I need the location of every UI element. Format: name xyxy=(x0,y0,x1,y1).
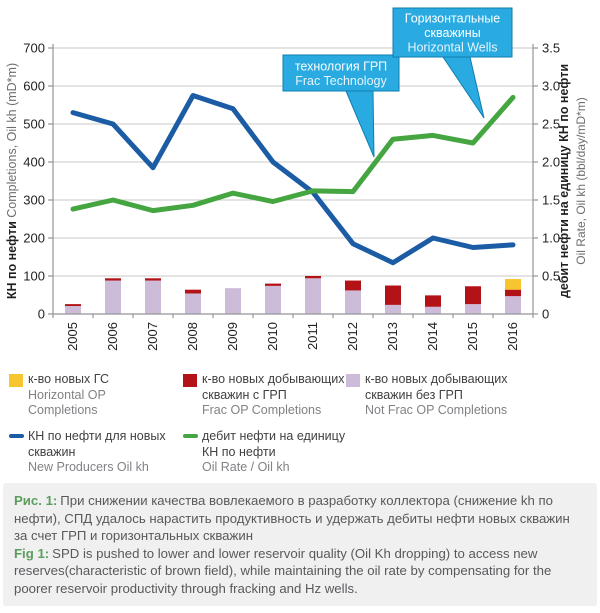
line-new-producers-oil-kh xyxy=(70,93,516,266)
right-axis-title-ru: дебит нефти на единицу КН по нефти xyxy=(557,64,571,298)
right-axis-tick-label: 1.0 xyxy=(542,231,560,246)
bar-segment xyxy=(505,279,521,290)
bar-segment xyxy=(265,285,281,314)
legend-label-en: Frac OP Completions xyxy=(202,403,322,417)
bar-segment xyxy=(305,276,321,279)
bar-segment xyxy=(425,306,441,314)
bar-segment xyxy=(105,280,121,314)
left-axis-tick-label: 200 xyxy=(23,231,45,246)
left-axis-tick-label: 600 xyxy=(23,79,45,94)
bar-segment xyxy=(145,280,161,314)
legend-item-frac-op: к-во новых добывающих скважин с ГРП Frac… xyxy=(183,372,352,419)
x-axis-year-label: 2005 xyxy=(65,322,80,351)
legend-label-ru: КН по нефти для новых скважин xyxy=(28,429,166,459)
legend-label-en: Horizontal OP Completions xyxy=(28,387,106,418)
legend-label-ru: к-во новых добывающих скважин с ГРП xyxy=(202,372,345,402)
left-axis-tick-label: 400 xyxy=(23,155,45,170)
bar-segment xyxy=(385,285,401,305)
line-oil-rate-per-oil-kh xyxy=(70,94,516,214)
legend-item-not-frac-op: к-во новых добывающих скважин без ГРП No… xyxy=(346,372,525,419)
x-axis-year-label: 2013 xyxy=(385,322,400,351)
bar-segment xyxy=(65,304,81,307)
right-axis-tick-label: 0 xyxy=(542,307,549,322)
legend-label-ru: к-во новых ГС xyxy=(28,372,109,386)
callout-tail xyxy=(345,90,375,158)
left-axis-tick-label: 300 xyxy=(23,193,45,208)
legend-item-new-producers: КН по нефти для новых скважин New Produc… xyxy=(9,429,178,476)
combo-chart: 0 100 200 300 400 500 600 700 0 0.5 1.0 1.5 2.0 2.5 3.… xyxy=(5,7,588,351)
caption-label-en: Fig 1: xyxy=(14,545,50,561)
legend-label-ru: к-во новых добывающих скважин без ГРП xyxy=(365,372,508,402)
legend-label-en: New Producers Oil kh xyxy=(28,460,149,474)
callout-tail xyxy=(442,56,485,119)
right-axis-title-en: Oil Rate, Oil kh (bbl/day/mD*m) xyxy=(574,97,588,264)
bar-segment xyxy=(105,278,121,281)
bar-segment xyxy=(225,288,241,314)
bar-segment xyxy=(305,278,321,314)
legend-swatch-green-line xyxy=(183,434,198,438)
right-axis-tick-label: 2.5 xyxy=(542,117,560,132)
left-axis-tick-label: 500 xyxy=(23,117,45,132)
bar-segment xyxy=(505,289,521,297)
legend-item-horizontal-op: к-во новых ГС Horizontal OP Completions xyxy=(9,372,176,419)
bar-segment xyxy=(185,293,201,314)
callout-text-ru: скважины xyxy=(424,26,480,40)
caption-label-ru: Рис. 1: xyxy=(14,493,58,508)
caption-ru: Рис. 1: При снижении качества вовлекаемог… xyxy=(14,492,586,545)
x-axis-year-label: 2010 xyxy=(265,322,280,351)
bar-segment xyxy=(345,280,361,291)
right-axis-tick-label: 0.5 xyxy=(542,269,560,284)
caption-text-ru: При снижении качества вовлекаемого в раз… xyxy=(14,493,570,544)
x-axis-year-label: 2008 xyxy=(185,322,200,351)
legend-swatch-yellow xyxy=(9,374,23,387)
left-axis-title: КН по нефти Completions, Oil kh (mD*m) xyxy=(5,63,19,299)
x-axis-year-label: 2016 xyxy=(505,322,520,351)
legend-label-en: Oil Rate / Oil kh xyxy=(202,460,290,474)
figure-caption: Рис. 1: При снижении качества вовлекаемог… xyxy=(3,483,597,606)
callout-text-ru: Горизонтальные xyxy=(405,12,500,26)
x-axis-year-label: 2007 xyxy=(145,322,160,351)
bar-segment xyxy=(345,290,361,314)
left-axis-tick-label: 700 xyxy=(23,41,45,56)
caption-en: Fig 1: SPD is pushed to lower and lower r… xyxy=(14,545,586,598)
callout-text-en: Frac Technology xyxy=(295,74,387,88)
legend-swatch-lavender xyxy=(346,374,360,387)
x-axis-year-label: 2015 xyxy=(465,322,480,351)
x-axis-year-label: 2011 xyxy=(305,322,320,350)
x-axis-year-label: 2014 xyxy=(425,322,440,351)
bar-segment xyxy=(425,295,441,307)
x-axis-year-label: 2012 xyxy=(345,322,360,351)
bar-segment xyxy=(505,296,521,314)
bar-segment xyxy=(265,283,281,286)
x-axis-year-label: 2006 xyxy=(105,322,120,351)
legend-label-ru: дебит нефти на единицу КН по нефти xyxy=(202,429,346,459)
bar-segment xyxy=(65,306,81,314)
bar-segment xyxy=(465,286,481,305)
right-axis-tick-label: 1.5 xyxy=(542,193,560,208)
right-axis-tick-label: 3.5 xyxy=(542,41,560,56)
legend-item-oil-rate: дебит нефти на единицу КН по нефти Oil R… xyxy=(183,429,357,476)
bar-segment xyxy=(465,304,481,314)
bar-segment xyxy=(145,278,161,281)
caption-text-en: SPD is pushed to lower and lower reservo… xyxy=(14,545,552,596)
right-axis-tick-label: 3.0 xyxy=(542,79,560,94)
left-axis-tick-label: 100 xyxy=(23,269,45,284)
callout-text-en: Horizontal Wells xyxy=(407,41,497,55)
callout-box xyxy=(282,54,400,92)
left-axis-tick-label: 0 xyxy=(38,307,45,322)
bar-segment xyxy=(185,289,201,294)
legend-swatch-blue-line xyxy=(9,434,24,438)
callout-text-ru: технология ГРП xyxy=(295,59,387,73)
legend-swatch-red xyxy=(183,374,197,387)
bar-segment xyxy=(385,304,401,314)
callout-box xyxy=(392,7,513,58)
legend-label-en: Not Frac OP Completions xyxy=(365,403,508,417)
right-axis-tick-label: 2.0 xyxy=(542,155,560,170)
x-axis-year-label: 2009 xyxy=(225,322,240,351)
